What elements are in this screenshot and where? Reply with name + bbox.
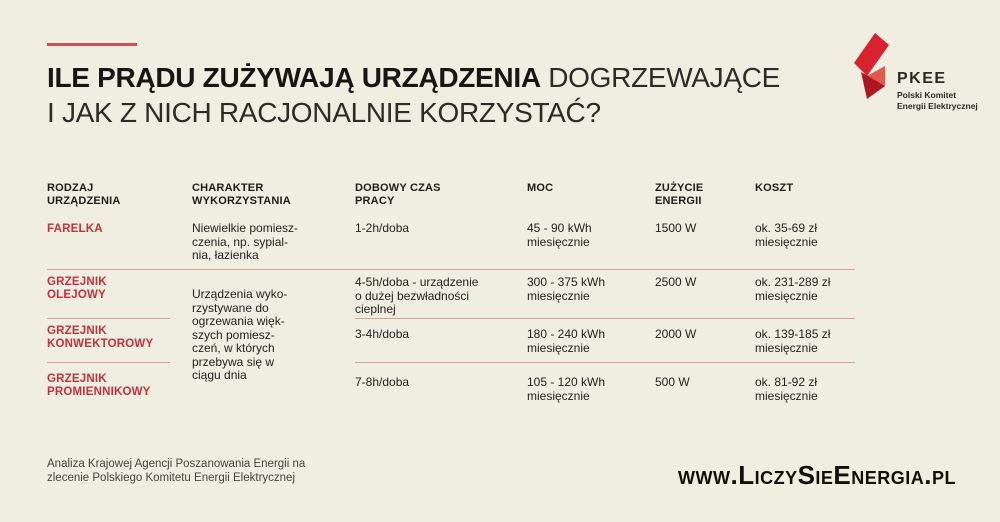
- accent-bar: [47, 43, 137, 46]
- column-header-device: RODZAJ URZĄDZENIA: [47, 182, 121, 207]
- title-line-2: I JAK Z NICH RACJONALNIE KORZYSTAĆ?: [47, 97, 601, 128]
- cell-promiennikowy-cost: ok. 81-92 zł miesięcznie: [755, 375, 818, 403]
- column-header-cost: KOSZT: [755, 182, 794, 194]
- row-divider: [47, 269, 855, 270]
- title-light-part: DOGRZEWAJĄCE: [540, 62, 781, 93]
- row-label-grzejnik-konwektorowy: GRZEJNIK KONWEKTOROWY: [47, 325, 154, 350]
- cell-merged-usage: Urządzenia wyko- rzystywane do ogrzewani…: [192, 287, 288, 382]
- row-label-farelka: FARELKA: [47, 223, 103, 235]
- cell-promiennikowy-power: 105 - 120 kWh miesięcznie: [527, 375, 606, 403]
- column-header-energy: ZUŻYCIE ENERGII: [655, 182, 704, 207]
- row-label-grzejnik-olejowy: GRZEJNIK OLEJOWY: [47, 276, 107, 301]
- cell-farelka-time: 1-2h/doba: [355, 221, 410, 235]
- page-title: ILE PRĄDU ZUŻYWAJĄ URZĄDZENIA DOGRZEWAJĄ…: [47, 60, 780, 130]
- cell-farelka-usage: Niewielkie pomiesz- czenia, np. sypial- …: [192, 221, 299, 262]
- title-line-1: ILE PRĄDU ZUŻYWAJĄ URZĄDZENIA DOGRZEWAJĄ…: [47, 60, 780, 95]
- cell-konwektorowy-energy: 2000 W: [655, 327, 697, 341]
- pkee-logo-mark-icon: [854, 33, 889, 99]
- column-header-time: DOBOWY CZAS PRACY: [355, 182, 441, 207]
- cell-olejowy-power: 300 - 375 kWh miesięcznie: [527, 275, 606, 303]
- footer-website: www.LiczySieEnergia.pl: [678, 460, 956, 490]
- column-header-usage: CHARAKTER WYKORZYSTANIA: [192, 182, 291, 207]
- cell-olejowy-energy: 2500 W: [655, 275, 697, 289]
- cell-promiennikowy-time: 7-8h/doba: [355, 375, 410, 389]
- row-divider: [355, 362, 855, 363]
- logo-subtitle: Polski Komitet Energii Elektrycznej: [897, 90, 978, 111]
- cell-konwektorowy-cost: ok. 139-185 zł miesięcznie: [755, 327, 831, 355]
- footer-source-note: Analiza Krajowej Agencji Poszanowania En…: [47, 458, 306, 484]
- row-divider: [47, 318, 170, 319]
- cell-konwektorowy-power: 180 - 240 kWh miesięcznie: [527, 327, 606, 355]
- cell-olejowy-cost: ok. 231-289 zł miesięcznie: [755, 275, 831, 303]
- cell-farelka-power: 45 - 90 kWh miesięcznie: [527, 221, 592, 249]
- cell-promiennikowy-energy: 500 W: [655, 375, 690, 389]
- logo-name: PKEE: [897, 70, 947, 87]
- row-divider: [355, 318, 855, 319]
- cell-olejowy-time: 4-5h/doba - urządzenie o dużej bezwładno…: [355, 275, 479, 316]
- data-table: RODZAJ URZĄDZENIA CHARAKTER WYKORZYSTANI…: [47, 180, 855, 415]
- column-header-power: MOC: [527, 182, 554, 194]
- cell-farelka-cost: ok. 35-69 zł miesięcznie: [755, 221, 818, 249]
- cell-konwektorowy-time: 3-4h/doba: [355, 327, 410, 341]
- cell-farelka-energy: 1500 W: [655, 221, 697, 235]
- pkee-logo: PKEE Polski Komitet Energii Elektrycznej: [853, 33, 983, 111]
- title-bold-part: ILE PRĄDU ZUŻYWAJĄ URZĄDZENIA: [47, 62, 541, 93]
- row-divider: [47, 362, 170, 363]
- row-label-grzejnik-promiennikowy: GRZEJNIK PROMIENNIKOWY: [47, 373, 151, 398]
